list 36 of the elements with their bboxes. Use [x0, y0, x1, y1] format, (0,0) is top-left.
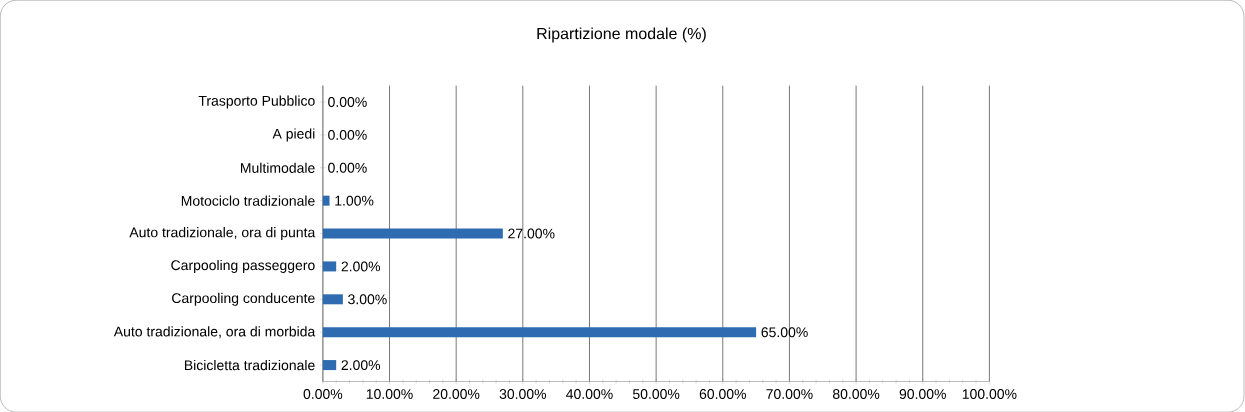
data-label: 3.00%: [348, 294, 387, 305]
y-tick-label: Trasporto Pubblico: [198, 95, 315, 109]
bar: [322, 326, 757, 337]
y-tick-label: Multimodale: [241, 162, 315, 173]
bar: [322, 228, 503, 239]
x-tick-label: 40.00%: [566, 388, 613, 399]
x-tick-label: 80.00%: [832, 388, 880, 399]
data-label: 0.00%: [328, 96, 367, 107]
y-tick-label: Bicicletta tradizionale: [184, 359, 315, 370]
data-label: 1.00%: [335, 195, 374, 206]
x-tick-label: 70.00%: [766, 388, 813, 399]
x-tick-label: 100.00%: [962, 388, 1017, 399]
x-tick-label: 90.00%: [899, 388, 946, 399]
y-tick-label: A piedi: [272, 128, 315, 142]
bar: [322, 261, 337, 272]
y-tick-label: Motociclo tradizionale: [181, 195, 315, 206]
x-tick-label: 60.00%: [699, 388, 747, 399]
x-tick-label: 20.00%: [433, 388, 480, 399]
data-label: 0.00%: [328, 129, 367, 140]
bar: [322, 294, 343, 305]
data-label: 0.00%: [328, 162, 367, 173]
chart-title: Ripartizione modale (%): [537, 27, 706, 43]
y-tick-label: Carpooling passeggero: [171, 259, 315, 273]
data-label: 2.00%: [341, 359, 381, 370]
x-tick-label: 30.00%: [499, 388, 547, 399]
y-tick-label: Auto tradizionale, ora di punta: [129, 226, 316, 240]
x-tick-label: 10.00%: [366, 388, 413, 399]
y-tick-label: Auto tradizionale, ora di morbida: [113, 326, 316, 338]
data-label: 27.00%: [508, 228, 555, 239]
bar: [322, 195, 330, 206]
data-label: 2.00%: [341, 261, 381, 272]
x-tick-label: 0.00%: [303, 388, 343, 399]
y-tick-label: Carpooling conducente: [172, 292, 315, 306]
x-tick-label: 50.00%: [632, 388, 680, 399]
bar: [322, 359, 337, 370]
data-label: 65.00%: [761, 327, 808, 337]
